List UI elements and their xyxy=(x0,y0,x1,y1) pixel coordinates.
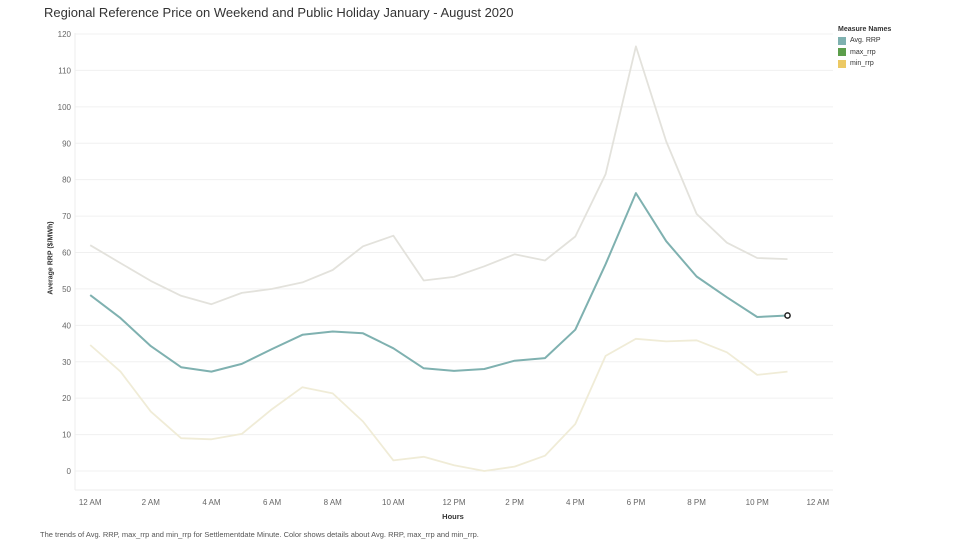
legend-item-min-rrp[interactable]: min_rrp xyxy=(838,58,891,70)
x-tick-label-3: 6 AM xyxy=(263,498,282,507)
legend-label-avg-rrp: Avg. RRP xyxy=(850,37,881,45)
x-tick-label-5: 10 AM xyxy=(382,498,405,507)
legend-item-avg-rrp[interactable]: Avg. RRP xyxy=(838,35,891,47)
legend-swatch-avg-rrp xyxy=(838,36,846,45)
y-tick-label-90: 90 xyxy=(62,139,71,148)
y-tick-label-60: 60 xyxy=(62,249,71,258)
x-tick-label-1: 2 AM xyxy=(142,498,161,507)
y-tick-label-0: 0 xyxy=(67,467,72,476)
y-tick-label-30: 30 xyxy=(62,358,71,367)
x-tick-label-9: 6 PM xyxy=(627,498,646,507)
x-axis-ticks: 12 AM 2 AM 4 AM 6 AM 8 AM 10 AM 12 PM 2 PM 4 PM 6… xyxy=(79,498,830,507)
y-axis-ticks: 0 10 20 30 40 50 60 70 80 90 100 110 120 xyxy=(58,30,72,476)
y-tick-label-80: 80 xyxy=(62,176,71,185)
legend-label-min-rrp: min_rrp xyxy=(850,60,874,68)
series-line-min-rrp[interactable] xyxy=(89,337,788,472)
x-tick-label-12: 12 AM xyxy=(806,498,829,507)
legend-swatch-max-rrp xyxy=(838,48,846,57)
highlighted-data-point[interactable] xyxy=(784,312,791,319)
y-tick-label-50: 50 xyxy=(62,285,71,294)
legend: Measure Names Avg. RRP max_rrp min_rrp xyxy=(838,26,891,70)
chart-title: Regional Reference Price on Weekend and … xyxy=(44,5,514,20)
x-tick-label-0: 12 AM xyxy=(79,498,102,507)
legend-item-max-rrp[interactable]: max_rrp xyxy=(838,47,891,59)
y-tick-label-10: 10 xyxy=(62,431,71,440)
legend-title: Measure Names xyxy=(838,26,892,33)
x-tick-label-7: 2 PM xyxy=(505,498,524,507)
y-tick-label-20: 20 xyxy=(62,394,71,403)
y-tick-label-100: 100 xyxy=(58,103,72,112)
legend-swatch-min-rrp xyxy=(838,59,846,68)
x-tick-label-6: 12 PM xyxy=(442,498,465,507)
x-tick-label-10: 8 PM xyxy=(687,498,706,507)
x-tick-label-2: 4 AM xyxy=(202,498,221,507)
x-axis-label: Hours xyxy=(442,512,464,521)
chart-caption: The trends of Avg. RRP, max_rrp and min_… xyxy=(40,530,479,539)
legend-label-max-rrp: max_rrp xyxy=(850,48,876,56)
y-tick-label-120: 120 xyxy=(58,30,72,39)
gridlines xyxy=(74,33,833,491)
y-tick-label-40: 40 xyxy=(62,321,71,330)
series-line-avg-rrp[interactable] xyxy=(89,192,788,373)
y-tick-label-110: 110 xyxy=(58,66,71,75)
x-tick-label-11: 10 PM xyxy=(746,498,769,507)
series-line-max-rrp[interactable] xyxy=(89,45,788,306)
x-tick-label-8: 4 PM xyxy=(566,498,585,507)
highlight-marker[interactable] xyxy=(784,312,791,319)
x-tick-label-4: 8 AM xyxy=(324,498,343,507)
series-lines xyxy=(89,45,788,472)
y-tick-label-70: 70 xyxy=(62,212,71,221)
